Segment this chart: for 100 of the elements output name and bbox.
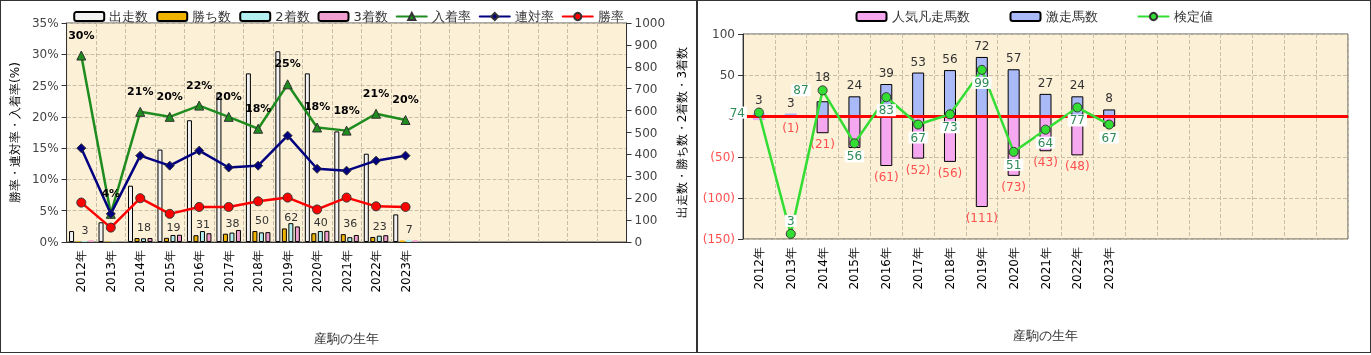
data-label: 56 bbox=[846, 149, 863, 164]
y2-tick-label: 300 bbox=[634, 169, 658, 184]
data-label: 20% bbox=[392, 92, 419, 106]
x-tick-label: 2012年 bbox=[74, 250, 89, 293]
legend-label: 2着数 bbox=[275, 9, 310, 24]
data-label: 18 bbox=[137, 221, 151, 235]
data-label: 24 bbox=[846, 78, 863, 93]
x-tick-label: 2020年 bbox=[1006, 247, 1021, 290]
data-label: 3 bbox=[786, 95, 795, 110]
legend-label: 出走数 bbox=[109, 9, 149, 24]
data-label: 51 bbox=[1006, 157, 1022, 172]
y2-tick-label: 100 bbox=[634, 213, 658, 228]
data-label: 31 bbox=[195, 218, 210, 232]
y-tick-label: (100) bbox=[702, 191, 735, 205]
data-label: 3 bbox=[786, 213, 795, 228]
data-label: 27 bbox=[1037, 75, 1054, 90]
y-tick-label: 50 bbox=[719, 68, 735, 82]
y2-tick-label: 600 bbox=[634, 103, 658, 118]
data-label: 57 bbox=[1006, 51, 1022, 66]
y2-tick-label: 200 bbox=[634, 191, 658, 206]
x-tick-label: 2014年 bbox=[815, 247, 830, 290]
data-label: 21% bbox=[127, 84, 154, 98]
x-tick-label: 2019年 bbox=[280, 250, 295, 293]
data-label: (48) bbox=[1065, 159, 1090, 174]
x-tick-label: 2016年 bbox=[192, 250, 207, 293]
y-tick-label: (50) bbox=[710, 150, 735, 164]
y-tick-label: 35% bbox=[31, 16, 59, 30]
x-tick-label: 2022年 bbox=[369, 250, 384, 293]
y-axis-title: 勝率・連対率・入着率(%) bbox=[8, 62, 22, 203]
data-label: 24 bbox=[1069, 78, 1085, 93]
data-label: (1) bbox=[782, 120, 800, 135]
x-tick-label: 2018年 bbox=[251, 250, 266, 293]
x-tick-label: 2019年 bbox=[974, 247, 989, 290]
data-label: 3 bbox=[755, 92, 763, 107]
x-tick-label: 2017年 bbox=[221, 250, 236, 293]
x-tick-label: 2013年 bbox=[783, 247, 798, 290]
data-label: (56) bbox=[937, 165, 963, 180]
data-label: 19 bbox=[166, 220, 181, 234]
y-tick-label: 5% bbox=[39, 203, 59, 218]
x-axis-title: 産駒の生年 bbox=[1013, 328, 1078, 343]
data-label: (111) bbox=[965, 211, 998, 226]
data-label: 62 bbox=[284, 211, 299, 225]
x-axis-title: 産駒の生年 bbox=[314, 331, 380, 346]
data-label: 50 bbox=[254, 214, 269, 228]
data-label: 64 bbox=[1037, 135, 1054, 150]
y-tick-label: 20% bbox=[31, 109, 59, 124]
legend-label: 勝率 bbox=[597, 9, 624, 24]
x-tick-label: 2015年 bbox=[162, 250, 177, 293]
data-label: 99 bbox=[974, 75, 990, 90]
data-label: 73 bbox=[942, 120, 958, 135]
x-tick-label: 2021年 bbox=[339, 250, 354, 293]
data-label: 53 bbox=[910, 54, 926, 69]
data-label: 30% bbox=[68, 28, 95, 42]
y2-tick-label: 1000 bbox=[634, 16, 666, 30]
data-label: (43) bbox=[1033, 155, 1058, 170]
data-label: 83 bbox=[878, 103, 894, 118]
data-label: 67 bbox=[910, 130, 926, 145]
data-label: 18 bbox=[814, 70, 831, 85]
x-tick-label: 2022年 bbox=[1070, 247, 1085, 290]
y2-tick-label: 500 bbox=[634, 125, 658, 140]
data-label: 36 bbox=[343, 217, 358, 231]
y2-tick-label: 0 bbox=[634, 235, 643, 249]
y2-tick-label: 900 bbox=[634, 37, 658, 52]
data-label: 7 bbox=[405, 223, 413, 237]
x-tick-label: 2015年 bbox=[847, 247, 862, 290]
x-tick-label: 2021年 bbox=[1038, 247, 1053, 290]
data-label: 56 bbox=[942, 52, 958, 67]
legend-label: 連対率 bbox=[514, 9, 554, 24]
data-label: (52) bbox=[905, 162, 931, 177]
x-tick-label: 2018年 bbox=[942, 247, 957, 290]
data-label: 39 bbox=[878, 66, 894, 81]
legend-label: 勝ち数 bbox=[192, 9, 232, 24]
legend-label: 検定値 bbox=[1173, 9, 1213, 24]
data-label: 38 bbox=[225, 216, 240, 230]
y-tick-label: (150) bbox=[702, 232, 735, 246]
y-tick-label: 15% bbox=[31, 141, 59, 156]
data-label: 21% bbox=[362, 86, 390, 100]
legend-label: 人気凡走馬数 bbox=[891, 9, 970, 24]
data-label: (61) bbox=[873, 170, 899, 185]
x-tick-label: 2016年 bbox=[879, 247, 894, 290]
data-label: 67 bbox=[1101, 130, 1117, 145]
y-tick-label: 0% bbox=[39, 235, 59, 249]
data-label: 40 bbox=[313, 216, 328, 230]
data-label: 23 bbox=[372, 219, 387, 233]
x-tick-label: 2012年 bbox=[751, 247, 766, 290]
x-tick-label: 2013年 bbox=[103, 250, 118, 293]
x-tick-label: 2023年 bbox=[1102, 247, 1117, 290]
x-tick-label: 2023年 bbox=[398, 250, 413, 293]
y2-tick-label: 400 bbox=[634, 147, 658, 162]
data-label: (73) bbox=[1001, 179, 1026, 194]
data-label: 87 bbox=[793, 83, 809, 98]
y2-axis-title: 出走数・勝ち数・2着数・3着数 bbox=[675, 46, 689, 219]
x-tick-label: 2014年 bbox=[133, 250, 148, 293]
data-label: 72 bbox=[974, 38, 990, 53]
x-tick-label: 2020年 bbox=[310, 250, 325, 293]
data-label: 3 bbox=[81, 224, 89, 238]
data-label: 18% bbox=[333, 103, 360, 117]
data-label: 8 bbox=[1105, 91, 1113, 106]
y-tick-label: 10% bbox=[31, 172, 59, 187]
y-tick-label: 25% bbox=[31, 78, 59, 93]
